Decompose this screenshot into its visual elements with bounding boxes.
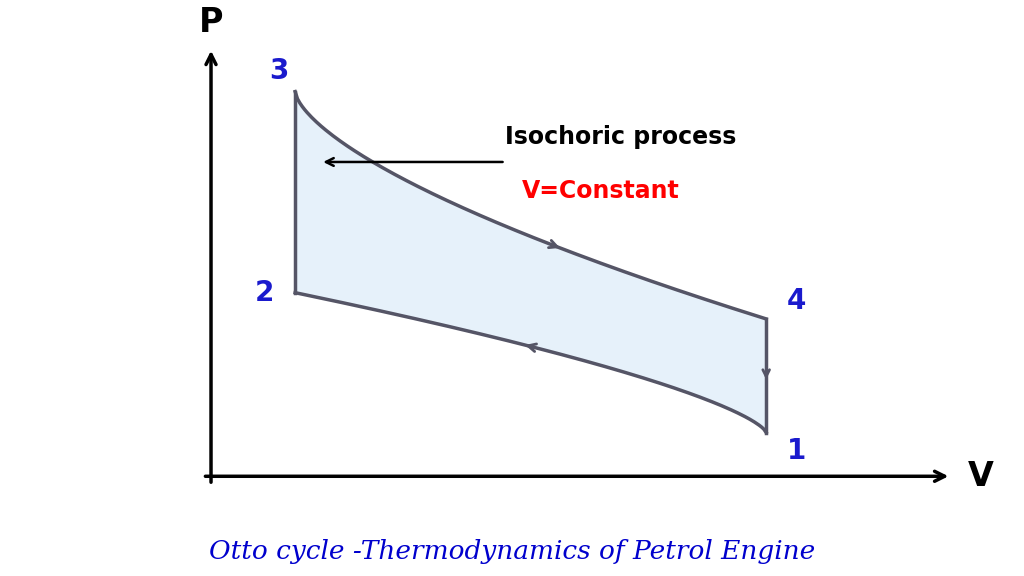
Text: 2: 2 — [255, 279, 274, 306]
Text: Otto cycle -Thermodynamics of Petrol Engine: Otto cycle -Thermodynamics of Petrol Eng… — [209, 540, 815, 564]
Text: 1: 1 — [787, 437, 807, 465]
Polygon shape — [295, 92, 766, 433]
Text: Isochoric process: Isochoric process — [506, 125, 737, 149]
Text: 3: 3 — [269, 57, 289, 85]
Text: P: P — [199, 6, 223, 39]
Text: 4: 4 — [787, 286, 807, 314]
Text: V=Constant: V=Constant — [522, 180, 680, 203]
Text: V: V — [968, 460, 994, 493]
